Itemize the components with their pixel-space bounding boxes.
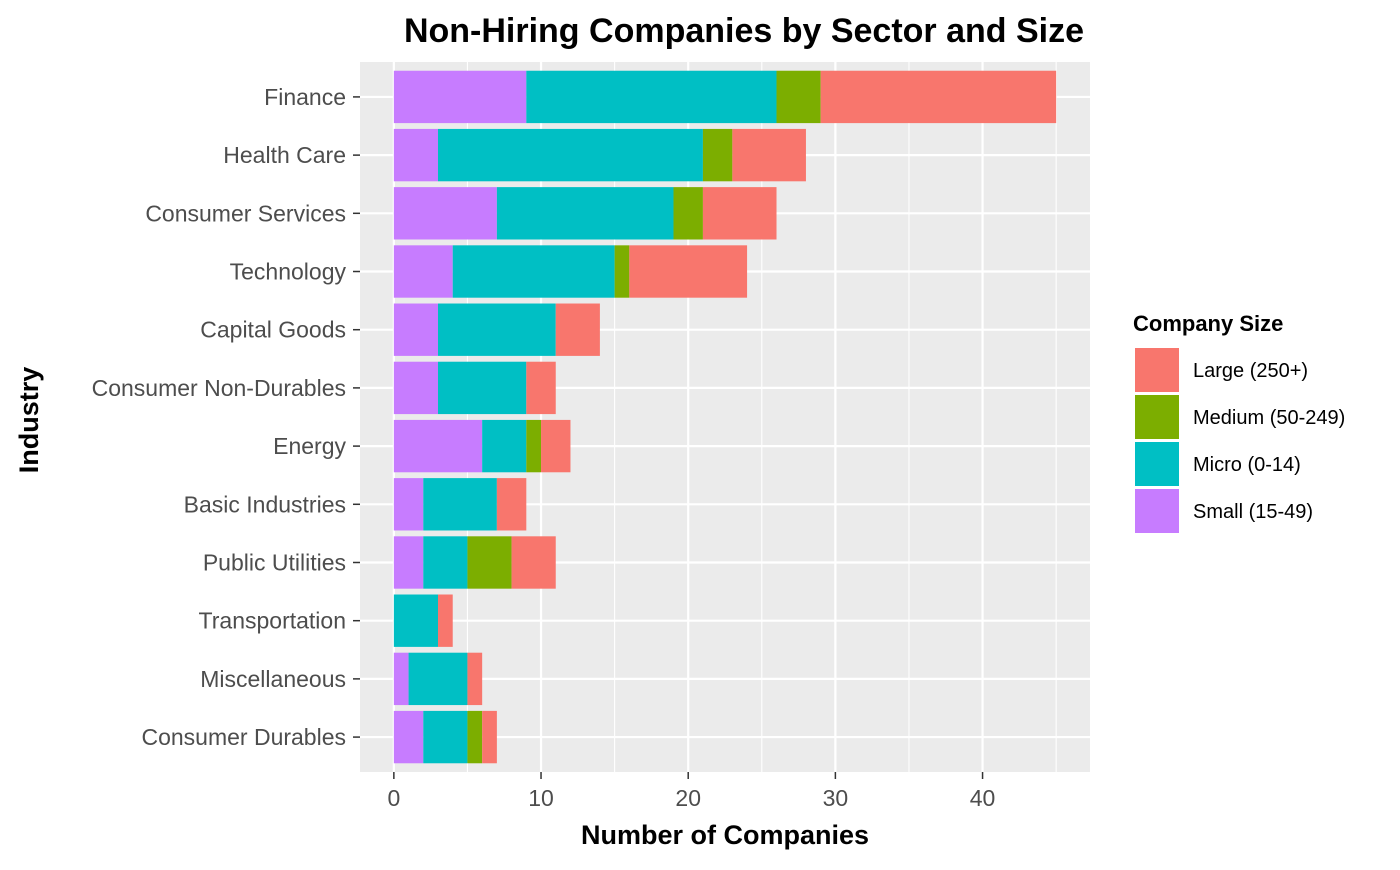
bar-segment-large (820, 70, 1057, 124)
x-tick-label: 0 (387, 785, 400, 811)
bar-segment-small (393, 70, 527, 124)
category-label: Consumer Durables (141, 724, 346, 750)
bar-segment-micro (423, 478, 497, 531)
legend-key-micro (1135, 442, 1179, 486)
bar-segment-medium (614, 245, 630, 298)
bar-segment-large (702, 187, 777, 240)
bar-segment-large (555, 303, 600, 356)
bar-segment-small (393, 187, 497, 240)
legend-key-large (1135, 348, 1179, 392)
category-label: Transportation (199, 608, 346, 634)
chart-title: Non-Hiring Companies by Sector and Size (404, 12, 1084, 50)
bar-segment-small (393, 652, 409, 706)
category-label: Basic Industries (184, 491, 346, 517)
bar-segment-micro (438, 128, 703, 182)
bar-segment-large (541, 419, 571, 473)
bar-segment-micro (423, 536, 468, 589)
legend-label-small: Small (15-49) (1193, 501, 1313, 523)
y-axis: Finance Health Care Consumer Services Techn… (92, 84, 360, 750)
legend-title: Company Size (1133, 311, 1283, 336)
category-label: Finance (264, 84, 346, 110)
x-tick-label: 30 (823, 785, 849, 811)
bar-segment-large (467, 652, 483, 706)
x-axis-title: Number of Companies (581, 820, 869, 850)
category-label: Energy (273, 433, 346, 459)
bars (393, 70, 1057, 764)
bar-segment-small (393, 419, 483, 473)
bar-segment-micro (438, 303, 556, 356)
bar-segment-small (393, 536, 424, 589)
bar-segment-micro (438, 361, 527, 415)
bar-segment-medium (776, 70, 821, 124)
bar-segment-small (393, 245, 453, 298)
category-label: Health Care (223, 142, 346, 168)
bar-segment-micro (423, 710, 468, 764)
x-tick-label: 10 (528, 785, 554, 811)
category-label: Capital Goods (200, 317, 346, 343)
bar-segment-medium (526, 419, 542, 473)
bar-segment-small (393, 303, 439, 356)
category-label: Consumer Non-Durables (92, 375, 346, 401)
x-tick-label: 40 (970, 785, 996, 811)
bar-segment-micro (408, 652, 468, 706)
legend-key-small (1135, 489, 1179, 533)
bar-segment-micro (482, 419, 527, 473)
bar-segment-micro (393, 594, 439, 647)
bar-segment-small (393, 128, 439, 182)
bar-segment-large (482, 710, 497, 764)
legend-label-medium: Medium (50-249) (1193, 407, 1345, 429)
category-label: Public Utilities (203, 549, 346, 575)
legend-label-micro: Micro (0-14) (1193, 454, 1301, 476)
y-axis-title: Industry (14, 367, 44, 474)
bar-segment-micro (526, 70, 777, 124)
legend-label-large: Large (250+) (1193, 360, 1308, 382)
category-label: Consumer Services (145, 200, 346, 226)
x-axis: 0 10 20 30 40 (387, 772, 995, 811)
bar-segment-large (438, 594, 453, 647)
legend: Company Size Large (250+) Medium (50-249)… (1133, 311, 1345, 533)
bar-segment-medium (467, 710, 483, 764)
bar-segment-small (393, 478, 424, 531)
category-label: Miscellaneous (200, 666, 346, 692)
bar-segment-micro (452, 245, 615, 298)
bar-segment-small (393, 361, 439, 415)
bar-segment-large (511, 536, 556, 589)
category-label: Technology (230, 259, 347, 285)
bar-segment-medium (467, 536, 512, 589)
bar-segment-small (393, 710, 424, 764)
bar-segment-medium (673, 187, 703, 240)
legend-key-medium (1135, 395, 1179, 439)
x-tick-label: 20 (675, 785, 701, 811)
bar-segment-large (526, 361, 556, 415)
bar-segment-large (496, 478, 527, 531)
bar-segment-large (732, 128, 806, 182)
bar-segment-medium (702, 128, 733, 182)
bar-segment-large (629, 245, 748, 298)
bar-segment-micro (496, 187, 674, 240)
